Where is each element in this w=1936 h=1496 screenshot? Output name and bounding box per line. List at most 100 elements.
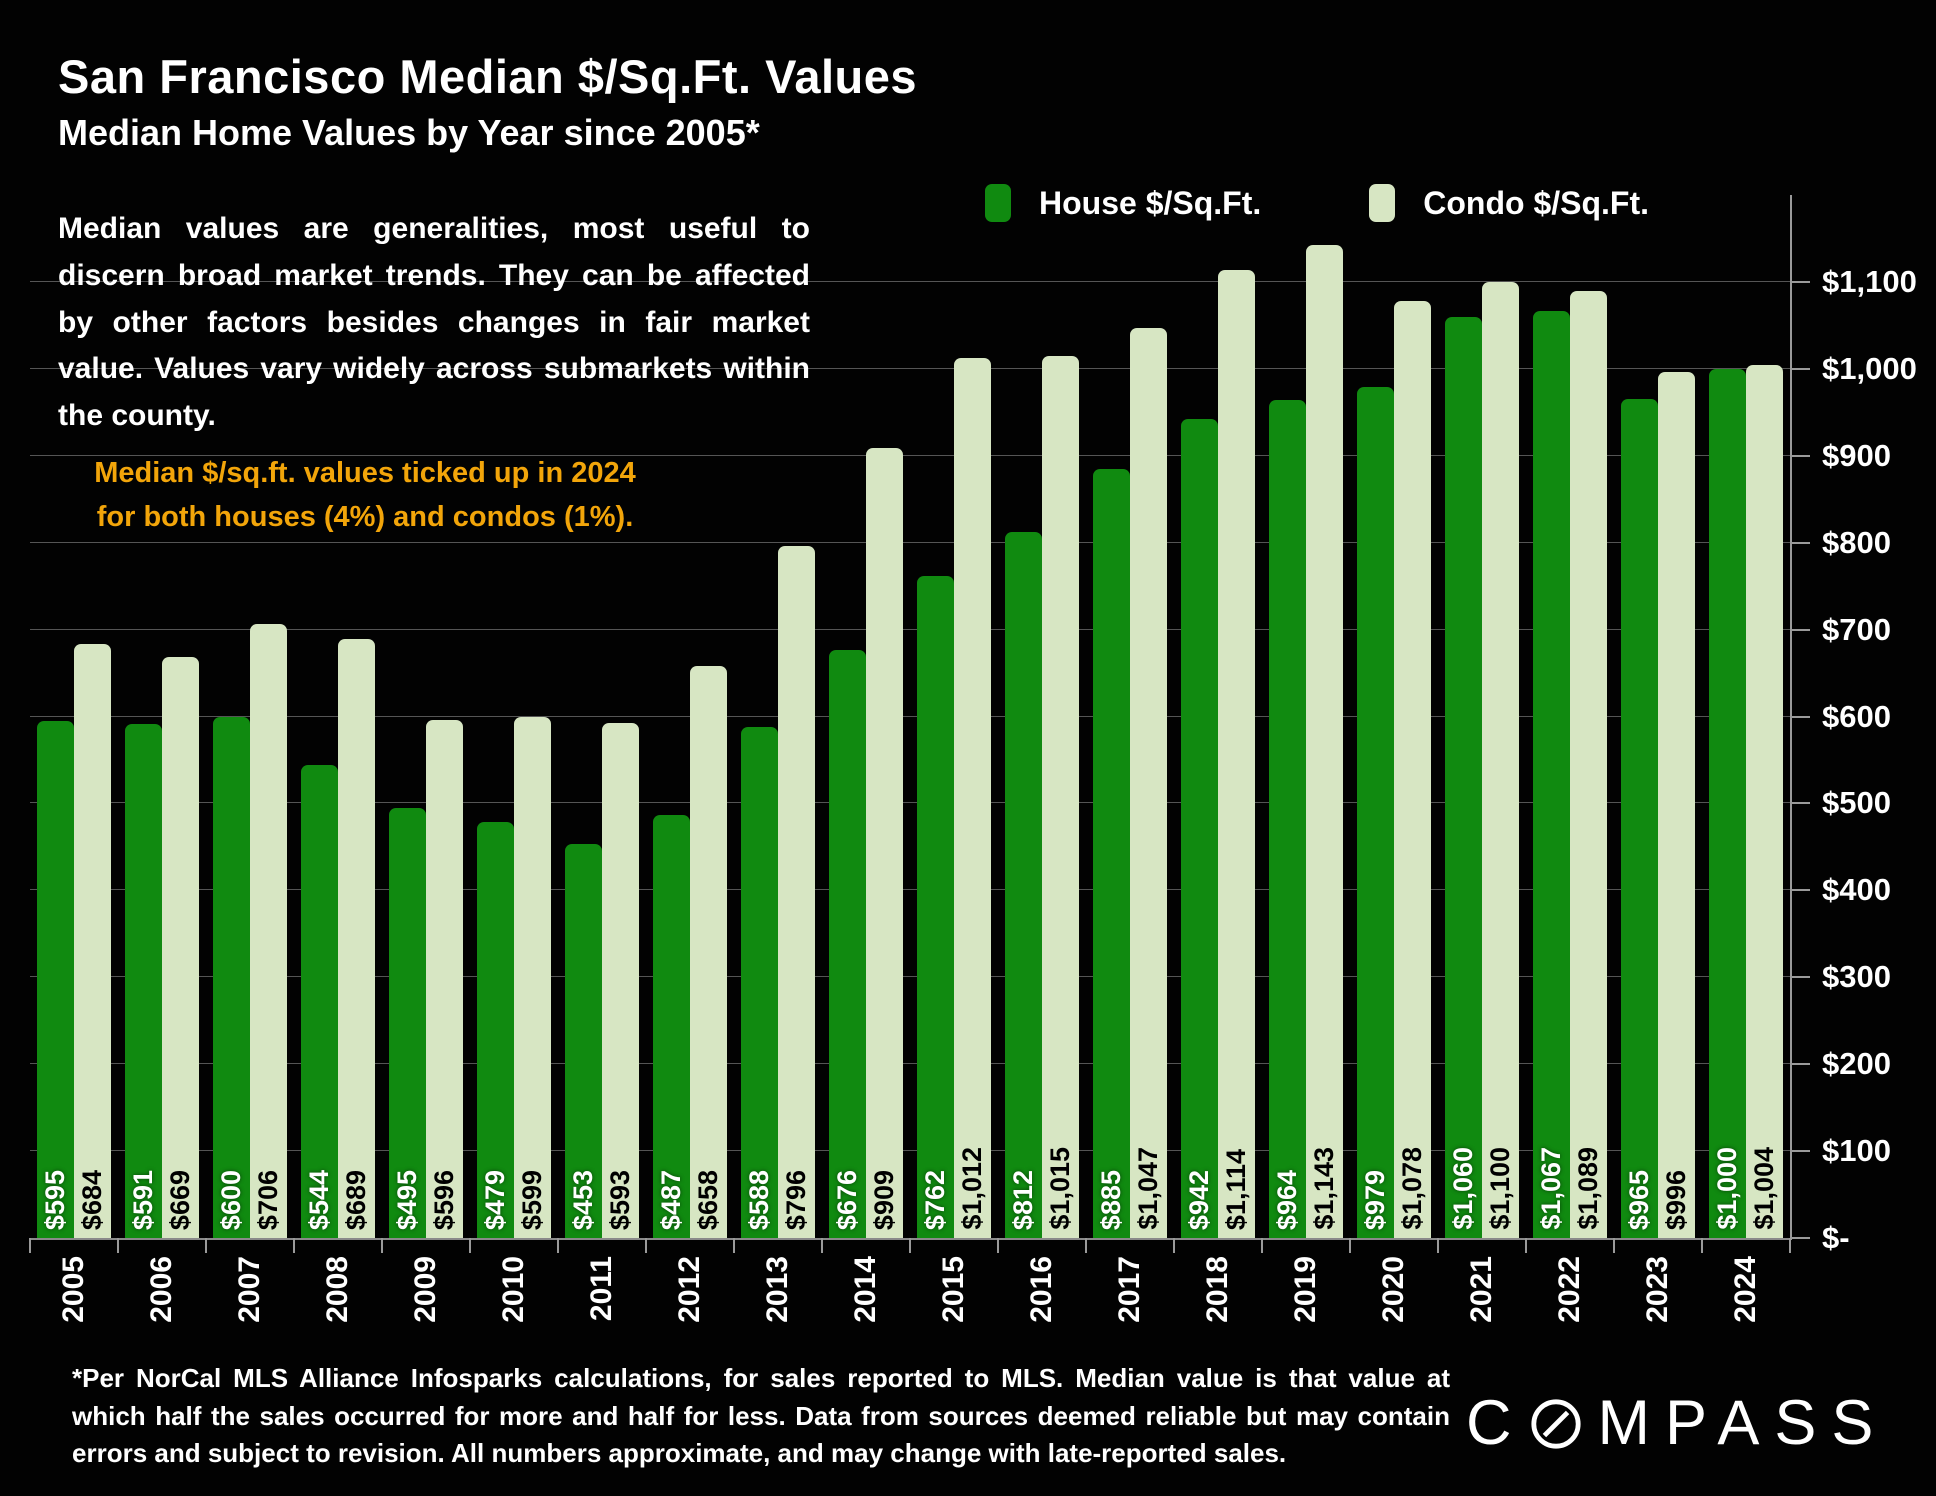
y-axis-label-1000: $1,000	[1822, 350, 1917, 386]
y-tick-400	[1792, 889, 1810, 892]
condo-value-label-2018: $1,114	[1221, 1148, 1251, 1230]
house-value-wrap-2011: $453	[565, 1170, 602, 1230]
condo-value-wrap-2020: $1,078	[1394, 1147, 1431, 1230]
highlight-line-1: Median $/sq.ft. values ticked up in 2024	[94, 457, 636, 489]
y-tick-800	[1792, 541, 1810, 544]
house-value-label-2013: $588	[744, 1169, 774, 1230]
year-label-2006: 2006	[145, 1256, 178, 1323]
year-label-2009: 2009	[409, 1256, 442, 1323]
x-tick-16	[1437, 1238, 1439, 1253]
house-value-wrap-2013: $588	[741, 1170, 778, 1230]
bars-2018: $942 $1,114	[1174, 195, 1262, 1238]
condo-value-wrap-2005: $684	[74, 1170, 111, 1230]
year-label-wrap-2024: 2024	[1702, 1256, 1790, 1323]
condo-value-label-2022: $1,089	[1573, 1147, 1603, 1230]
year-label-wrap-2021: 2021	[1438, 1256, 1526, 1323]
x-tick-4	[381, 1238, 383, 1253]
condo-value-wrap-2011: $593	[602, 1170, 639, 1230]
x-tick-12	[1085, 1238, 1087, 1253]
condo-bar-2019: $1,143	[1306, 244, 1343, 1238]
house-bar-2017: $885	[1093, 468, 1130, 1238]
bars-2014: $676 $909	[822, 195, 910, 1238]
house-value-label-2009: $495	[392, 1169, 422, 1230]
house-bar-2021: $1,060	[1445, 316, 1482, 1238]
x-tick-18	[1613, 1238, 1615, 1253]
house-value-wrap-2017: $885	[1093, 1170, 1130, 1230]
house-value-wrap-2020: $979	[1357, 1170, 1394, 1230]
condo-bar-2017: $1,047	[1130, 327, 1167, 1238]
bars-2016: $812 $1,015	[998, 195, 1086, 1238]
year-label-2015: 2015	[937, 1256, 970, 1323]
year-group-2024: $1,000 $1,004 2024	[1702, 195, 1790, 1323]
house-value-label-2006: $591	[128, 1169, 158, 1230]
year-group-2009: $495 $596 2009	[382, 195, 470, 1323]
year-label-2020: 2020	[1377, 1256, 1410, 1323]
y-axis-labels: $- $100 $200 $300 $400 $500 $600 $700 $800 $900 $1…	[1822, 195, 1934, 1255]
house-value-wrap-2009: $495	[389, 1170, 426, 1230]
house-value-label-2021: $1,060	[1448, 1147, 1478, 1230]
x-tick-17	[1525, 1238, 1527, 1253]
year-label-2008: 2008	[321, 1256, 354, 1323]
year-label-2024: 2024	[1729, 1256, 1762, 1323]
house-bar-2015: $762	[917, 575, 954, 1238]
year-label-wrap-2020: 2020	[1350, 1256, 1438, 1323]
condo-value-wrap-2016: $1,015	[1042, 1147, 1079, 1230]
year-label-2010: 2010	[497, 1256, 530, 1323]
condo-bar-2018: $1,114	[1218, 269, 1255, 1238]
y-axis-label-100: $100	[1822, 1133, 1891, 1169]
house-value-wrap-2006: $591	[125, 1170, 162, 1230]
year-group-2006: $591 $669 2006	[118, 195, 206, 1323]
year-label-wrap-2016: 2016	[998, 1256, 1086, 1323]
house-bar-2014: $676	[829, 650, 866, 1238]
x-tick-2	[205, 1238, 207, 1253]
year-label-2016: 2016	[1025, 1256, 1058, 1323]
x-tick-3	[293, 1238, 295, 1253]
house-value-wrap-2021: $1,060	[1445, 1147, 1482, 1230]
condo-bar-2009: $596	[426, 719, 463, 1238]
condo-value-wrap-2024: $1,004	[1746, 1147, 1783, 1230]
house-value-label-2005: $595	[40, 1169, 70, 1230]
condo-value-label-2020: $1,078	[1397, 1147, 1427, 1230]
y-tick-100	[1792, 1150, 1810, 1153]
house-value-wrap-2022: $1,067	[1533, 1147, 1570, 1230]
y-tick-600	[1792, 715, 1810, 718]
year-group-2018: $942 $1,114 2018	[1174, 195, 1262, 1323]
house-value-wrap-2018: $942	[1181, 1170, 1218, 1230]
condo-value-label-2007: $706	[253, 1169, 283, 1230]
condo-bar-2010: $599	[514, 717, 551, 1238]
bars-2005: $595 $684	[30, 195, 118, 1238]
condo-bar-2005: $684	[74, 643, 111, 1238]
bars-2008: $544 $689	[294, 195, 382, 1238]
condo-value-label-2006: $669	[165, 1169, 195, 1230]
year-label-wrap-2006: 2006	[118, 1256, 206, 1323]
house-value-wrap-2012: $487	[653, 1170, 690, 1230]
house-value-label-2012: $487	[656, 1169, 686, 1230]
year-label-2022: 2022	[1553, 1256, 1586, 1323]
x-tick-14	[1261, 1238, 1263, 1253]
gridline-700	[30, 628, 1790, 630]
house-value-wrap-2008: $544	[301, 1170, 338, 1230]
house-bar-2013: $588	[741, 726, 778, 1238]
house-value-wrap-2019: $964	[1269, 1170, 1306, 1230]
year-label-2011: 2011	[585, 1256, 618, 1322]
condo-value-label-2023: $996	[1661, 1169, 1691, 1230]
house-value-label-2014: $676	[832, 1169, 862, 1230]
year-label-wrap-2012: 2012	[646, 1256, 734, 1323]
x-tick-19	[1701, 1238, 1703, 1253]
year-group-2017: $885 $1,047 2017	[1086, 195, 1174, 1323]
year-label-2005: 2005	[57, 1256, 90, 1323]
year-label-wrap-2023: 2023	[1614, 1256, 1702, 1323]
bars-2024: $1,000 $1,004	[1702, 195, 1790, 1238]
house-value-label-2016: $812	[1008, 1169, 1038, 1230]
y-axis-label-500: $500	[1822, 785, 1891, 821]
condo-value-label-2009: $596	[429, 1169, 459, 1230]
year-label-wrap-2022: 2022	[1526, 1256, 1614, 1323]
y-axis-label-400: $400	[1822, 872, 1891, 908]
x-tick-8	[733, 1238, 735, 1253]
condo-swatch-icon	[1369, 184, 1396, 222]
condo-value-wrap-2006: $669	[162, 1170, 199, 1230]
house-value-wrap-2015: $762	[917, 1170, 954, 1230]
condo-bar-2024: $1,004	[1746, 365, 1783, 1238]
house-bar-2019: $964	[1269, 400, 1306, 1238]
house-bar-2010: $479	[477, 821, 514, 1238]
